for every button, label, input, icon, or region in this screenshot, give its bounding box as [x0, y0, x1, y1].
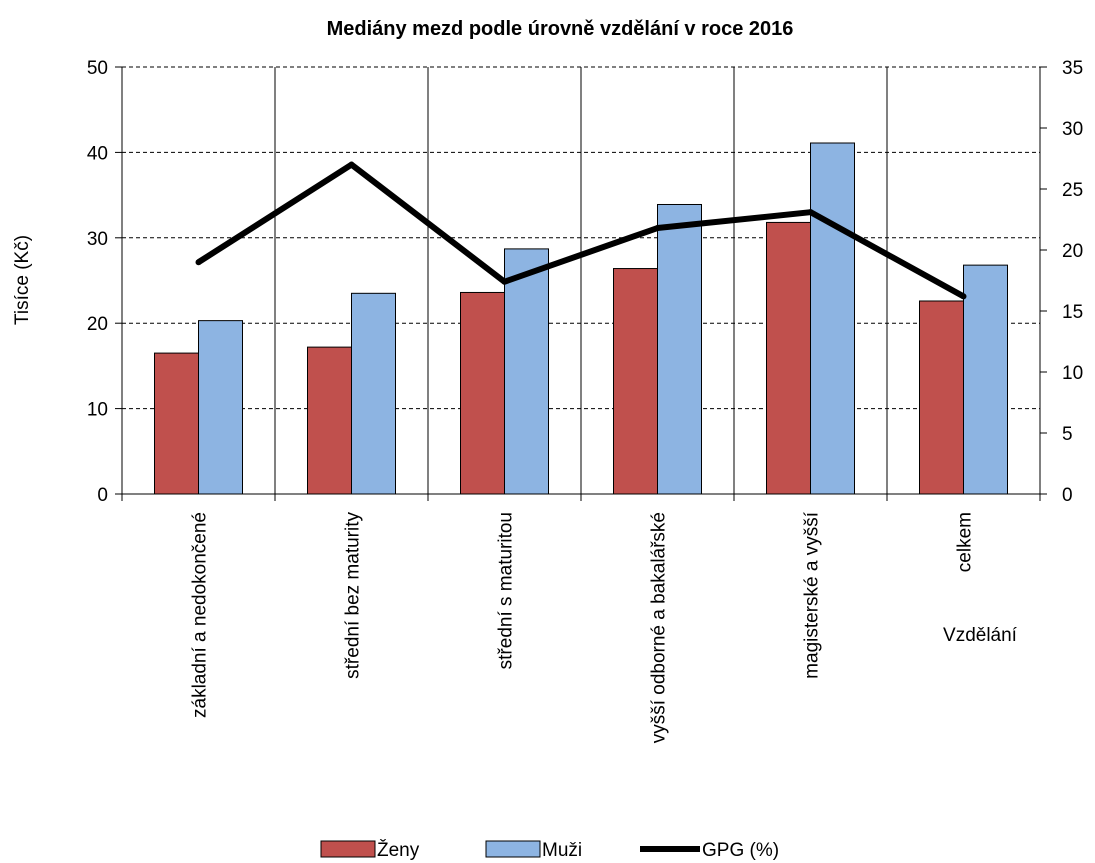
bar-mu-i-3: [657, 203, 702, 495]
bar--eny-3: [613, 268, 658, 495]
category-label-3: vyšší odborné a bakalářské: [649, 512, 670, 743]
y-tick-label-right-7: 35: [1062, 58, 1083, 79]
category-label-1: střední bez maturity: [343, 512, 364, 679]
bar-mu-i-1: [351, 292, 396, 495]
y-tick-label-left-3: 30: [87, 229, 108, 250]
bar--eny-2: [460, 291, 505, 495]
y-tick-label-right-1: 5: [1062, 424, 1073, 445]
y-tick-label-left-5: 50: [87, 58, 108, 79]
category-label-0: základní a nedokončené: [190, 512, 211, 718]
y-tick-label-left-2: 20: [87, 314, 108, 335]
legend-label-2: GPG (%): [702, 840, 779, 861]
line-gpg: [196, 161, 965, 299]
y-tick-label-left-0: 0: [97, 485, 108, 506]
line-gpg-point-1: [348, 161, 355, 168]
category-label-2: střední s maturitou: [496, 512, 517, 669]
bar-mu-i-2: [504, 248, 549, 495]
legend: Ženy Muži GPG (%): [320, 839, 779, 861]
y-axis-title: Tisíce (Kč): [12, 235, 33, 325]
y-tick-label-left-4: 40: [87, 143, 108, 164]
y-tick-label-right-5: 25: [1062, 180, 1083, 201]
bar--eny-1: [307, 346, 352, 495]
legend-swatch-1: [485, 840, 541, 858]
bar--eny-4: [766, 221, 811, 495]
legend-label-1: Muži: [542, 840, 582, 861]
y-tick-label-right-0: 0: [1062, 485, 1073, 506]
y-tick-label-right-6: 30: [1062, 119, 1083, 140]
x-axis-title: Vzdělání: [943, 625, 1018, 646]
line-gpg-point-0: [195, 259, 202, 266]
bar-mu-i-0: [198, 320, 243, 495]
chart-title: Mediány mezd podle úrovně vzdělání v roc…: [327, 18, 794, 40]
y-tick-label-right-2: 10: [1062, 363, 1083, 384]
y-tick-label-left-1: 10: [87, 400, 108, 421]
legend-swatch-0: [320, 840, 376, 858]
line-gpg-point-5: [960, 293, 967, 300]
legend-label-0: Ženy: [377, 839, 420, 861]
line-gpg-point-4: [807, 209, 814, 216]
bar-mu-i-5: [963, 264, 1008, 495]
y-tick-label-right-3: 15: [1062, 302, 1083, 323]
bar--eny-5: [919, 300, 964, 495]
bar-mu-i-4: [810, 142, 855, 495]
category-label-5: celkem: [955, 512, 976, 572]
category-label-4: magisterské a vyšší: [802, 511, 823, 679]
line-gpg-point-2: [501, 278, 508, 285]
y-tick-label-right-4: 20: [1062, 241, 1083, 262]
line-gpg-point-3: [654, 225, 661, 232]
bar--eny-0: [154, 352, 199, 495]
